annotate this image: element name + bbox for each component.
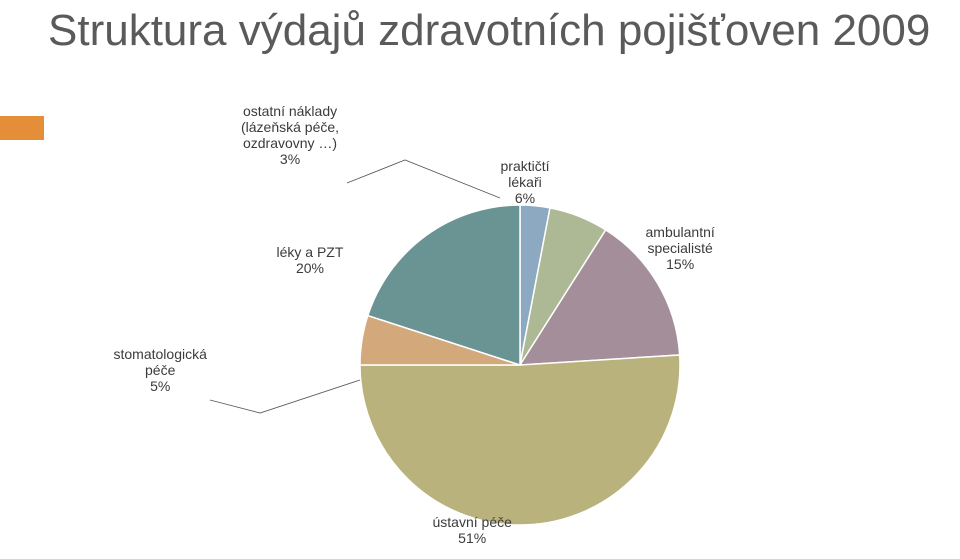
leader-stomato: [210, 380, 360, 413]
label-stomato: stomatologická péče 5%: [114, 346, 207, 394]
label-ostatni: ostatní náklady (lázeňská péče, ozdravov…: [241, 103, 339, 167]
label-ambulantni: ambulantní specialisté 15%: [646, 224, 715, 272]
label-leky: léky a PZT 20%: [277, 244, 344, 276]
label-prakticti: praktičtí lékaři 6%: [501, 158, 550, 206]
pie-slice-ustavni: [360, 355, 680, 525]
label-ustavni: ústavní péče 51%: [433, 514, 512, 546]
pie-chart: ostatní náklady (lázeňská péče, ozdravov…: [0, 0, 960, 554]
leader-ostatni: [347, 160, 500, 198]
pie-svg: [0, 0, 960, 554]
